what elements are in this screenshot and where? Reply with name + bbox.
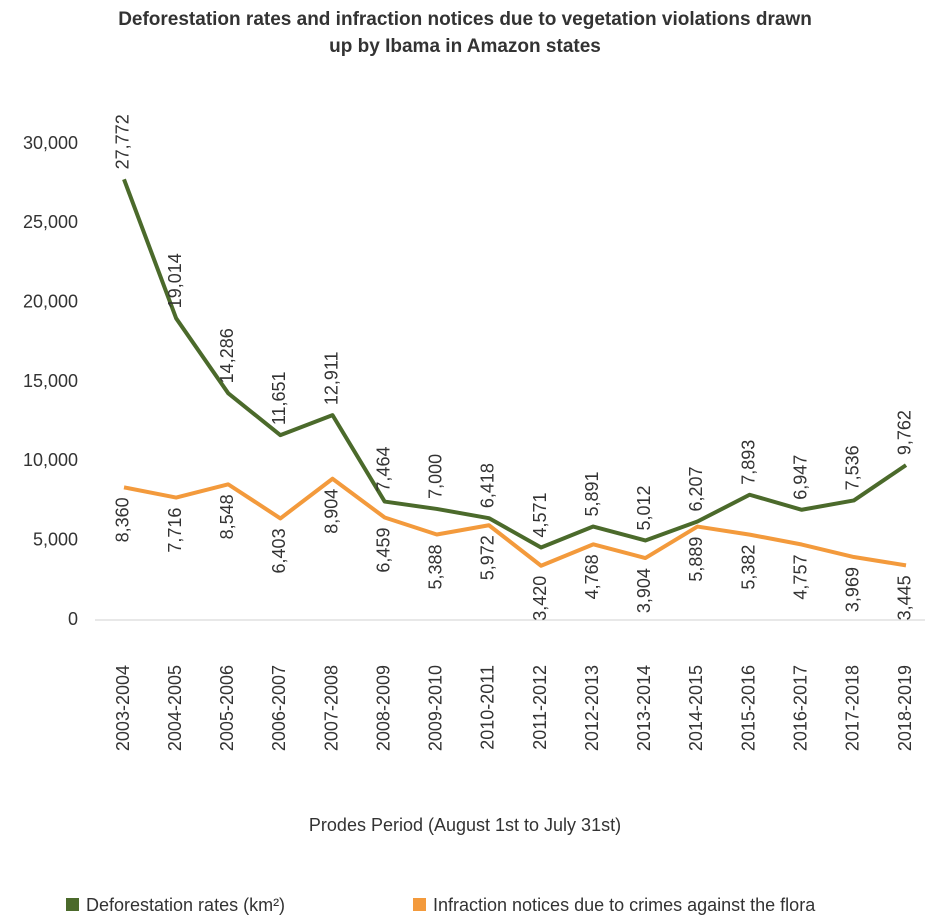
x-tick-label: 2016-2017 [790, 665, 810, 751]
data-label: 12,911 [321, 351, 341, 405]
data-label: 7,536 [843, 445, 863, 490]
x-tick-label: 2009-2010 [426, 665, 446, 751]
x-tick-label: 2004-2005 [165, 665, 185, 751]
data-label: 4,571 [530, 492, 550, 537]
x-tick-label: 2014-2015 [686, 665, 706, 751]
data-label: 3,445 [895, 575, 915, 620]
data-label: 6,207 [686, 466, 706, 511]
data-label: 27,772 [113, 114, 133, 169]
y-tick-label: 15,000 [23, 371, 78, 391]
x-tick-label: 2007-2008 [321, 665, 341, 751]
x-axis-label: Prodes Period (August 1st to July 31st) [309, 815, 621, 835]
line [122, 178, 908, 550]
y-tick-label: 0 [68, 609, 78, 629]
y-tick-label: 30,000 [23, 133, 78, 153]
x-tick-label: 2018-2019 [895, 665, 915, 751]
data-label: 4,757 [790, 555, 810, 600]
data-label: 5,382 [738, 545, 758, 590]
x-tick-label: 2003-2004 [113, 665, 133, 751]
data-label: 14,286 [217, 328, 237, 383]
x-tick-label: 2011-2012 [530, 665, 550, 750]
data-label: 5,891 [582, 471, 602, 516]
y-tick-label: 25,000 [23, 212, 78, 232]
x-tick-label: 2015-2016 [738, 665, 758, 751]
data-label: 9,762 [895, 410, 915, 455]
data-label: 19,014 [165, 253, 185, 308]
data-label: 7,893 [738, 440, 758, 485]
x-tick-label: 2017-2018 [843, 665, 863, 751]
x-tick-label: 2012-2013 [582, 665, 602, 751]
data-label: 6,947 [790, 455, 810, 500]
x-tick-label: 2010-2011 [478, 665, 498, 750]
legend-label: Infraction notices due to crimes against… [433, 895, 816, 915]
chart-title: Deforestation rates and infraction notic… [118, 9, 812, 57]
legend-swatch [66, 898, 79, 911]
y-tick-label: 10,000 [23, 450, 78, 470]
data-label: 6,403 [269, 528, 289, 573]
x-tick-label: 2005-2006 [217, 665, 237, 751]
y-tick-label: 5,000 [33, 529, 78, 549]
data-label: 8,548 [217, 494, 237, 539]
data-label: 5,012 [634, 485, 654, 530]
data-label: 5,388 [426, 545, 446, 590]
data-label: 3,969 [843, 567, 863, 612]
x-tick-label: 2006-2007 [269, 665, 289, 751]
data-label: 8,904 [321, 489, 341, 534]
data-label: 6,459 [373, 528, 393, 573]
data-label: 3,420 [530, 576, 550, 621]
data-label: 5,889 [686, 537, 706, 582]
data-label: 7,464 [373, 447, 393, 492]
data-label: 8,360 [113, 497, 133, 542]
data-label: 3,904 [634, 568, 654, 613]
line [123, 476, 907, 568]
legend-swatch [413, 898, 426, 911]
data-label: 7,716 [165, 508, 185, 553]
x-tick-label: 2013-2014 [634, 665, 654, 751]
data-label: 7,000 [426, 454, 446, 499]
data-label: 5,972 [478, 535, 498, 580]
legend-label: Deforestation rates (km²) [86, 895, 285, 915]
x-tick-label: 2008-2009 [373, 665, 393, 751]
y-tick-label: 20,000 [23, 291, 78, 311]
data-label: 4,768 [582, 554, 602, 599]
data-label: 11,651 [269, 371, 289, 425]
data-label: 6,418 [478, 463, 498, 508]
